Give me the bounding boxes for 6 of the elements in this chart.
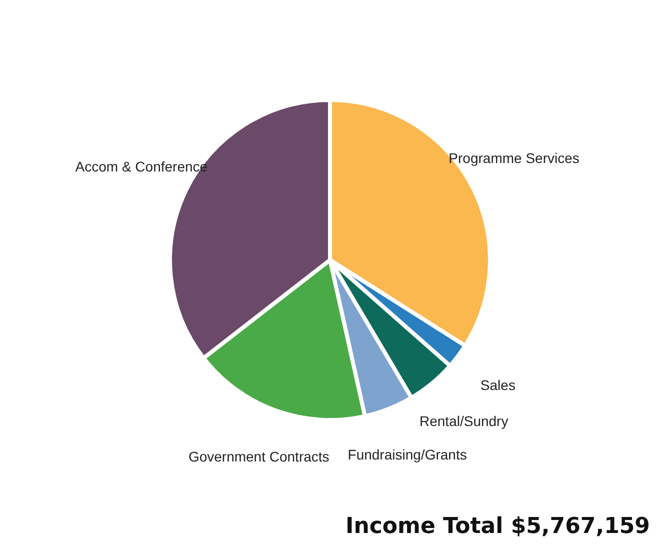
slice-label: Fundraising/Grants — [348, 446, 467, 462]
slice-label: Programme Services — [448, 150, 580, 166]
text: Income Total $5,767,159 — [346, 514, 650, 539]
slice-label: Sales — [480, 377, 516, 394]
slice-label: Government Contracts — [188, 448, 330, 465]
slice-label: Rental/Sundry — [420, 412, 508, 429]
